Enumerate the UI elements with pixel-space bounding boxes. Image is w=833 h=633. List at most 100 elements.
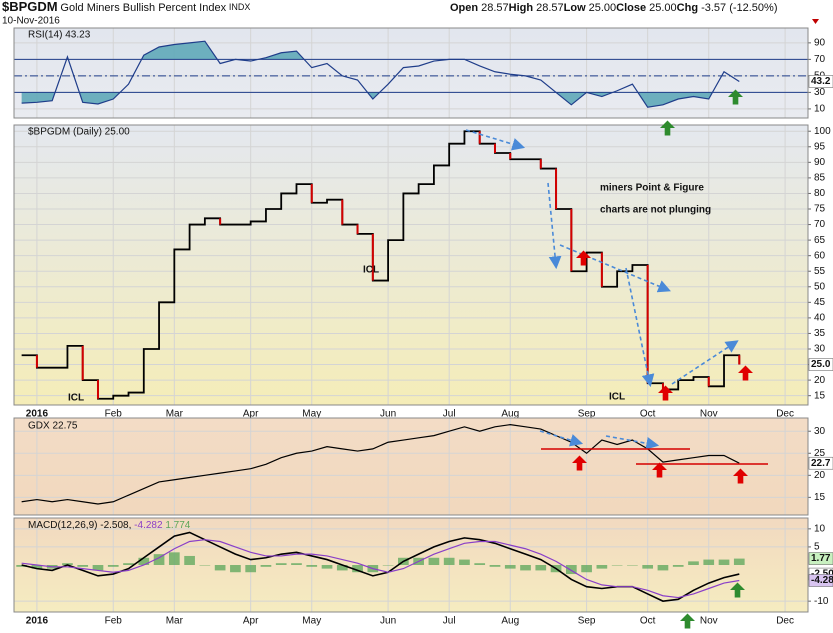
- x-tick-label: Nov: [700, 616, 718, 627]
- histogram-bar: [107, 565, 119, 567]
- histogram-bar: [703, 559, 715, 565]
- histogram-bar: [382, 565, 394, 566]
- price-panel: [14, 125, 808, 405]
- histogram-label: 1.774: [165, 520, 190, 531]
- x-tick-label: Aug: [501, 616, 519, 627]
- y-tick-label: 90: [814, 157, 826, 168]
- histogram-bar: [459, 559, 470, 565]
- y-tick-label: 85: [814, 173, 826, 184]
- y-tick-label: 90: [814, 38, 826, 49]
- x-tick-label: Apr: [243, 409, 259, 420]
- x-tick-label: Feb: [105, 616, 123, 627]
- histogram-bar: [627, 565, 638, 566]
- x-tick-label: 2016: [26, 409, 49, 420]
- macd-label: MACD(12,26,9): [28, 520, 97, 531]
- exchange: INDX: [229, 2, 251, 12]
- oversold-fill: [21, 92, 740, 108]
- x-tick-label: Aug: [501, 409, 519, 420]
- histogram-bar: [352, 565, 363, 573]
- x-tick-label: Dec: [776, 616, 794, 627]
- x-tick-label: Oct: [640, 409, 656, 420]
- histogram-bar: [138, 557, 150, 565]
- histogram-bar: [474, 563, 486, 565]
- value-badge-label: 43.2: [811, 76, 831, 87]
- y-tick-label: 80: [814, 188, 826, 199]
- y-tick-label: 45: [814, 297, 826, 308]
- y-tick-label: 60: [814, 250, 826, 261]
- x-tick-label: Mar: [166, 616, 184, 627]
- trend-arrow: [671, 340, 739, 385]
- histogram-bar: [535, 565, 547, 571]
- header-line: $BPGDM Gold Miners Bullish Percent Index…: [2, 0, 250, 14]
- histogram-bar: [657, 565, 669, 571]
- trend-arrow: [625, 267, 655, 388]
- price-title: $BPGDM (Daily) 25.00: [28, 127, 130, 138]
- y-tick-label: 35: [814, 328, 826, 339]
- value-badge: [808, 574, 833, 587]
- overbought-fill: [21, 41, 740, 60]
- trend-arrows: [465, 129, 739, 450]
- quote-value: 28.57: [481, 2, 509, 14]
- trend-arrow: [559, 244, 671, 293]
- histogram-bar: [153, 554, 165, 565]
- annotation: ICL: [363, 265, 379, 276]
- value-badge-label: -2.50: [811, 569, 833, 580]
- y-tick-label: 100: [814, 126, 831, 137]
- y-tick-label: 25: [814, 448, 826, 459]
- histogram-bar: [504, 565, 516, 569]
- histogram-bar: [245, 565, 257, 573]
- histogram-bar: [168, 552, 180, 565]
- price-step-line: [21, 130, 741, 400]
- value-badge: [808, 358, 833, 371]
- macd-frame: [13, 517, 809, 613]
- x-tick-label: Oct: [640, 616, 656, 627]
- x-tick-label: 2016: [26, 616, 49, 627]
- histogram-bar: [672, 565, 684, 567]
- quote-value: 28.57: [536, 2, 564, 14]
- date: 10-Nov-2016: [2, 16, 60, 27]
- gdx-panel: [14, 418, 808, 515]
- annotation: ICL: [68, 393, 84, 404]
- histogram-bar: [199, 565, 211, 566]
- quote-value: 25.00: [589, 2, 617, 14]
- histogram-bar: [520, 565, 531, 571]
- trend-arrow: [605, 435, 660, 450]
- x-tick-label: Sep: [578, 409, 596, 420]
- y-tick-label: 70: [814, 219, 826, 230]
- y-tick-label: 30: [814, 344, 826, 355]
- y-tick-label: 10: [814, 104, 826, 115]
- plot-layer: 907050301043.210095908580757065605550454…: [14, 28, 833, 627]
- histogram-bar: [123, 563, 134, 565]
- rsi-title: RSI(14) 43.23: [28, 30, 91, 41]
- y-tick-label: 40: [814, 313, 826, 324]
- change-indicator: [812, 19, 819, 24]
- macd-line: [21, 539, 740, 599]
- x-tick-label: Apr: [243, 616, 259, 627]
- histogram-bar: [611, 565, 623, 566]
- histogram-bar: [596, 565, 608, 569]
- signal-label: -4.282: [134, 520, 163, 531]
- histogram-bar: [489, 565, 501, 567]
- value-badge-label: -4.28: [811, 575, 833, 586]
- x-tick-label: Sep: [578, 616, 596, 627]
- histogram-bar: [428, 557, 440, 565]
- x-tick-label: Jun: [380, 409, 396, 420]
- histogram-bar: [62, 563, 73, 565]
- histogram-bar: [718, 559, 730, 565]
- y-tick-label: 65: [814, 235, 826, 246]
- line: [21, 424, 740, 505]
- histogram-bar: [581, 565, 592, 573]
- x-tick-label: Nov: [700, 409, 718, 420]
- rsi-frame: [13, 27, 809, 119]
- quote-value: 25.00: [649, 2, 677, 14]
- y-tick-label: 30: [814, 87, 826, 98]
- histogram-bar: [214, 565, 226, 571]
- histogram-bar: [642, 565, 654, 569]
- quote-label: Close: [616, 2, 646, 14]
- value-badge: [808, 456, 833, 470]
- y-tick-label: -10: [814, 596, 829, 607]
- histogram-bar: [230, 565, 241, 573]
- histogram-bar: [275, 563, 287, 565]
- y-tick-label: 70: [814, 54, 826, 65]
